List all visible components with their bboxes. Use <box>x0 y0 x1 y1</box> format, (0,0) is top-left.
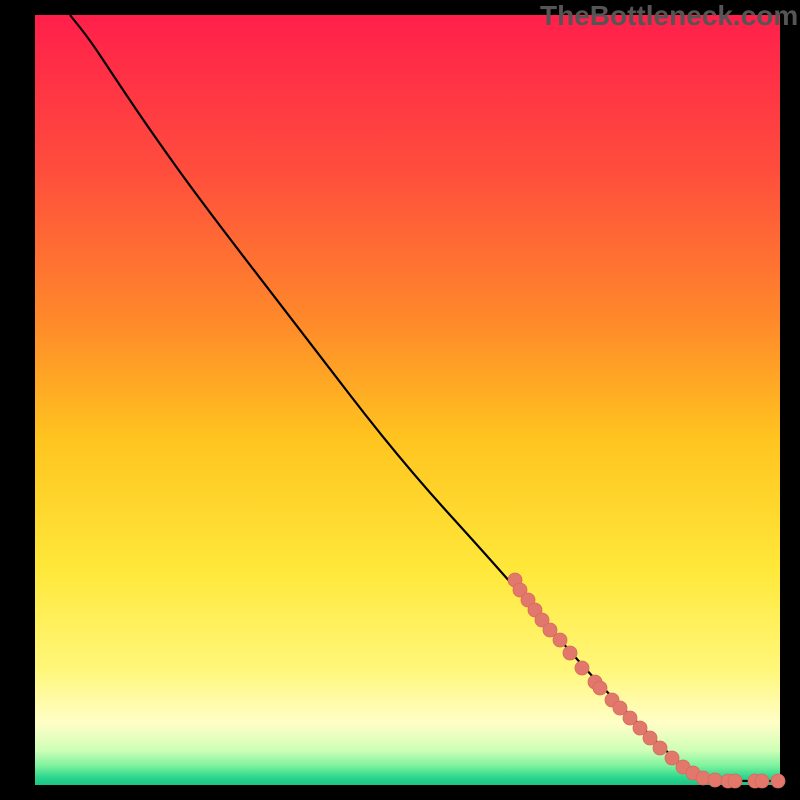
data-marker <box>553 633 567 647</box>
data-marker <box>575 661 589 675</box>
data-marker <box>771 774 785 788</box>
data-marker <box>755 774 769 788</box>
bottleneck-chart <box>0 0 800 800</box>
watermark-text: TheBottleneck.com <box>540 0 798 32</box>
data-marker <box>708 773 722 787</box>
data-marker <box>653 741 667 755</box>
data-marker <box>593 681 607 695</box>
data-marker <box>728 774 742 788</box>
data-marker <box>563 646 577 660</box>
chart-stage: TheBottleneck.com <box>0 0 800 800</box>
plot-background <box>35 15 780 785</box>
